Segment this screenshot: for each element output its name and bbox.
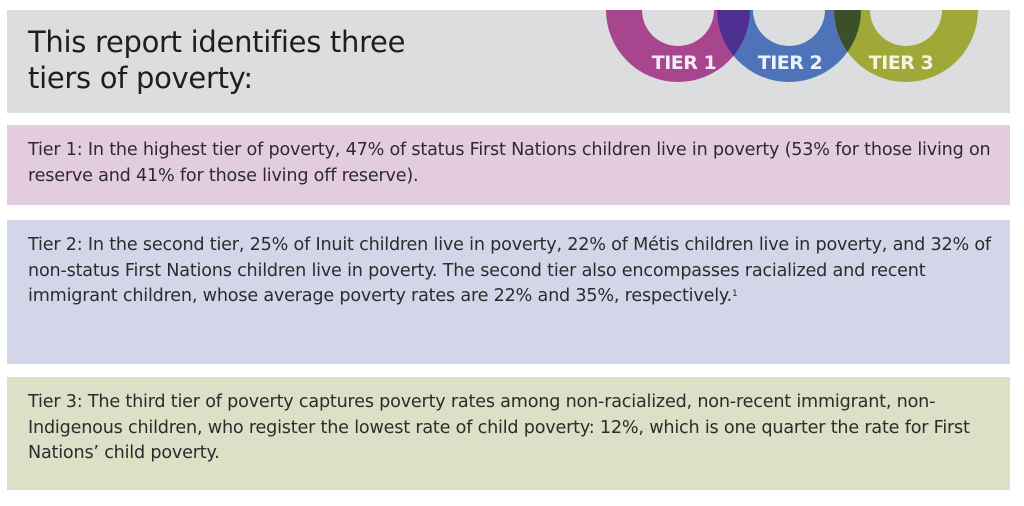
footnote-marker[interactable]: 1 <box>732 289 738 299</box>
page-title: This report identifies three tiers of po… <box>28 25 406 95</box>
tier-3-box: Tier 3: The third tier of poverty captur… <box>7 377 1010 490</box>
tier-2-box: Tier 2: In the second tier, 25% of Inuit… <box>7 220 1010 364</box>
tier2-arc <box>717 10 861 82</box>
tier-1-text: Tier 1: In the highest tier of poverty, … <box>28 140 991 186</box>
tier-1-box: Tier 1: In the highest tier of poverty, … <box>7 125 1010 205</box>
tier-2-text: Tier 2: In the second tier, 25% of Inuit… <box>28 235 991 306</box>
tier-3-text: Tier 3: The third tier of poverty captur… <box>28 392 970 463</box>
tier1-arc <box>606 10 750 82</box>
tier3-label: TIER 3 <box>869 52 933 74</box>
tier-arcs-graphic: TIER 1 TIER 2 TIER 3 <box>606 10 978 82</box>
tier1-label: TIER 1 <box>652 52 716 74</box>
tier2-label: TIER 2 <box>758 52 822 74</box>
tier3-arc <box>834 10 978 82</box>
